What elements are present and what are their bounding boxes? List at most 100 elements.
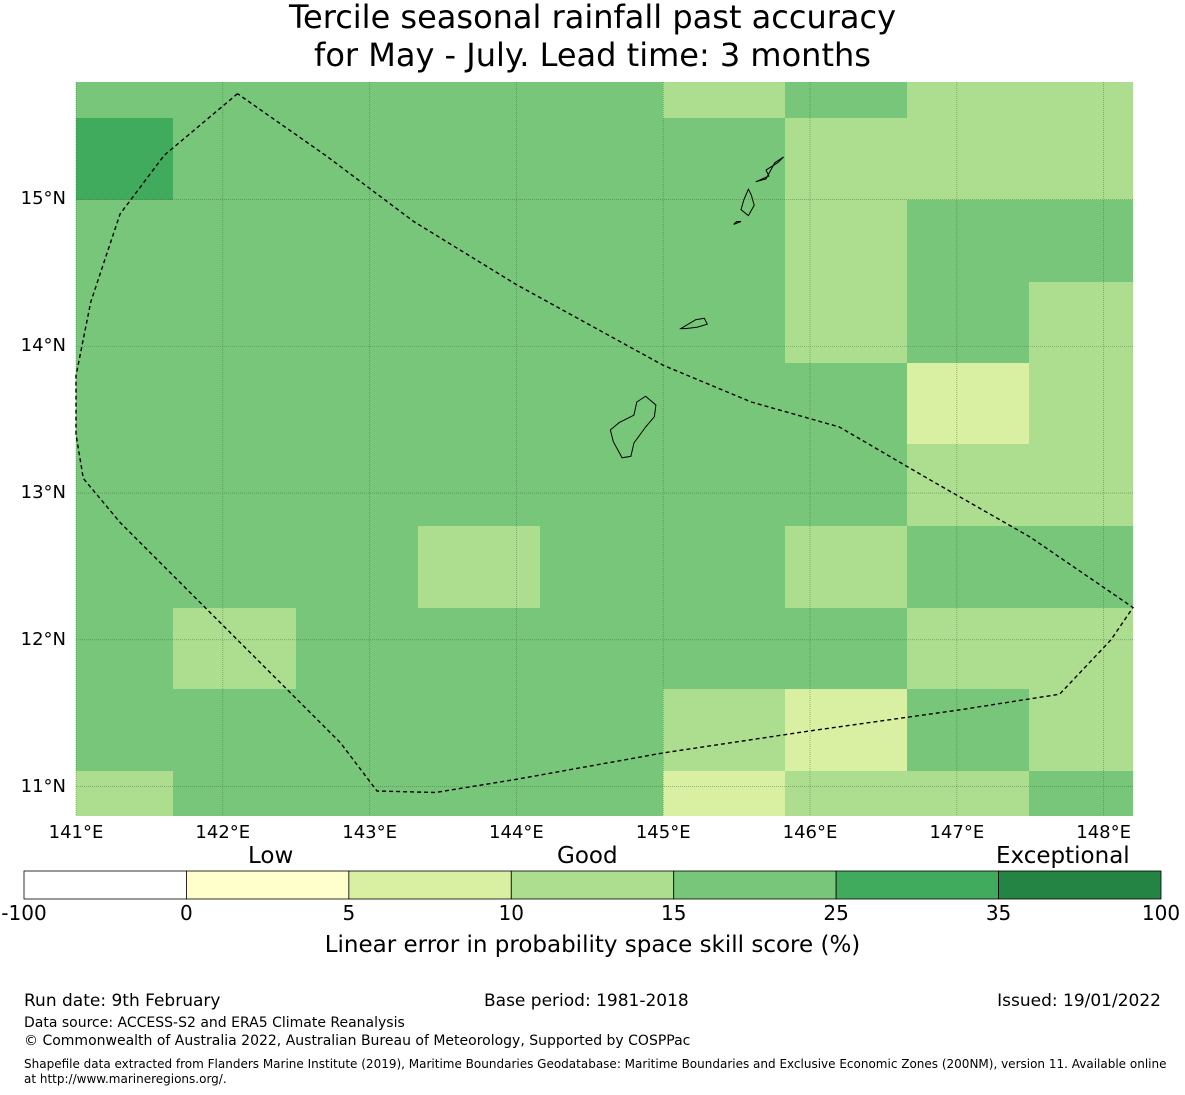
colorbar-segment [348,870,512,900]
longitude-label: 146°E [782,822,838,843]
grid-cell [76,608,173,689]
grid-cell [785,526,907,608]
grid-cell [663,200,785,282]
grid-cell [296,444,418,526]
grid-cell [418,363,540,444]
grid-cell [296,118,418,200]
grid-cell [785,608,907,689]
grid-cell [418,771,540,816]
grid-cell [663,689,785,771]
colorbar-segment [186,870,350,900]
grid-cell [540,282,663,363]
colorbar-segment [23,870,187,900]
island-outline [755,156,784,183]
copyright: © Commonwealth of Australia 2022, Austra… [24,1033,691,1049]
grid-cell [785,444,907,526]
colorbar-category-good: Good [557,843,618,869]
islands-coastline [609,156,784,459]
colorbar-tick-label: 35 [985,901,1012,925]
map-title-line-1: Tercile seasonal rainfall past accuracy [288,0,897,36]
grid-cell [76,526,173,608]
grid-cell [296,689,418,771]
longitude-label: 142°E [195,822,251,843]
grid-cell [173,689,296,771]
skill-grid [76,82,1133,816]
grid-cell [907,200,1029,282]
grid-cell [540,526,663,608]
grid-cell [296,526,418,608]
latitude-label: 14°N [20,335,66,357]
colorbar-tick-label: 0 [180,901,193,925]
grid-cell [76,444,173,526]
latitude-label: 13°N [20,482,66,504]
grid-cell [418,200,540,282]
grid-cell [540,200,663,282]
latitude-label: 12°N [20,628,66,650]
grid-cell [1029,608,1133,689]
grid-cell [785,771,907,816]
grid-cell [173,771,296,816]
grid-cell [173,282,296,363]
grid-cell [1029,118,1133,200]
grid-cell [540,444,663,526]
grid-cell [907,118,1029,200]
grid-cell [173,608,296,689]
map-title-line-2: for May - July. Lead time: 3 months [314,36,871,74]
grid-cell [907,363,1029,444]
base-period: Base period: 1981-2018 [484,991,689,1011]
grid-cell [907,689,1029,771]
grid-cell [540,363,663,444]
grid-cell [1029,282,1133,363]
shapefile-credit-line-2: at http://www.marineregions.org/. [24,1072,227,1086]
grid-cell [418,118,540,200]
island-outline [609,395,657,459]
grid-cell [907,282,1029,363]
grid-cell [907,608,1029,689]
grid-cell [418,526,540,608]
grid-cell [663,526,785,608]
colorbar-tick-label: -100 [1,901,47,925]
grid-cell [1029,200,1133,282]
grid-cell [785,118,907,200]
grid-cell [76,689,173,771]
colorbar-tick-label: 100 [1141,901,1181,925]
grid-cell [296,82,418,118]
grid-cell [76,363,173,444]
shapefile-credit-line-1: Shapefile data extracted from Flanders M… [24,1057,1167,1071]
grid-cell [173,118,296,200]
grid-cell [1029,363,1133,444]
grid-cell [785,82,907,118]
grid-cell [1029,526,1133,608]
grid-cell [785,282,907,363]
issued-date: Issued: 19/01/2022 [997,991,1161,1011]
longitude-label: 148°E [1076,822,1131,843]
grid-cell [76,771,173,816]
colorbar-tick-label: 5 [342,901,356,925]
longitude-label: 143°E [342,822,397,843]
grid-cell [907,444,1029,526]
grid-cell [76,200,173,282]
latitude-label: 11°N [20,775,66,797]
grid-cell [418,689,540,771]
grid-cell [418,608,540,689]
colorbar-segment [673,870,837,900]
grid-cell [296,200,418,282]
grid-cell [296,771,418,816]
run-date: Run date: 9th February [24,991,221,1011]
colorbar-bar [23,870,1162,900]
grid-cell [540,771,663,816]
colorbar-category-low: Low [248,843,294,869]
grid-cell [907,82,1029,118]
grid-cell [540,689,663,771]
colorbar-title: Linear error in probability space skill … [324,932,861,958]
grid-cell [540,82,663,118]
island-outline [733,221,742,225]
island-outline [678,317,709,330]
grid-cell [173,82,296,118]
grid-cell [296,363,418,444]
grid-cell [296,282,418,363]
grid-cell [173,363,296,444]
grid-cell [76,82,173,118]
grid-cell [1029,689,1133,771]
